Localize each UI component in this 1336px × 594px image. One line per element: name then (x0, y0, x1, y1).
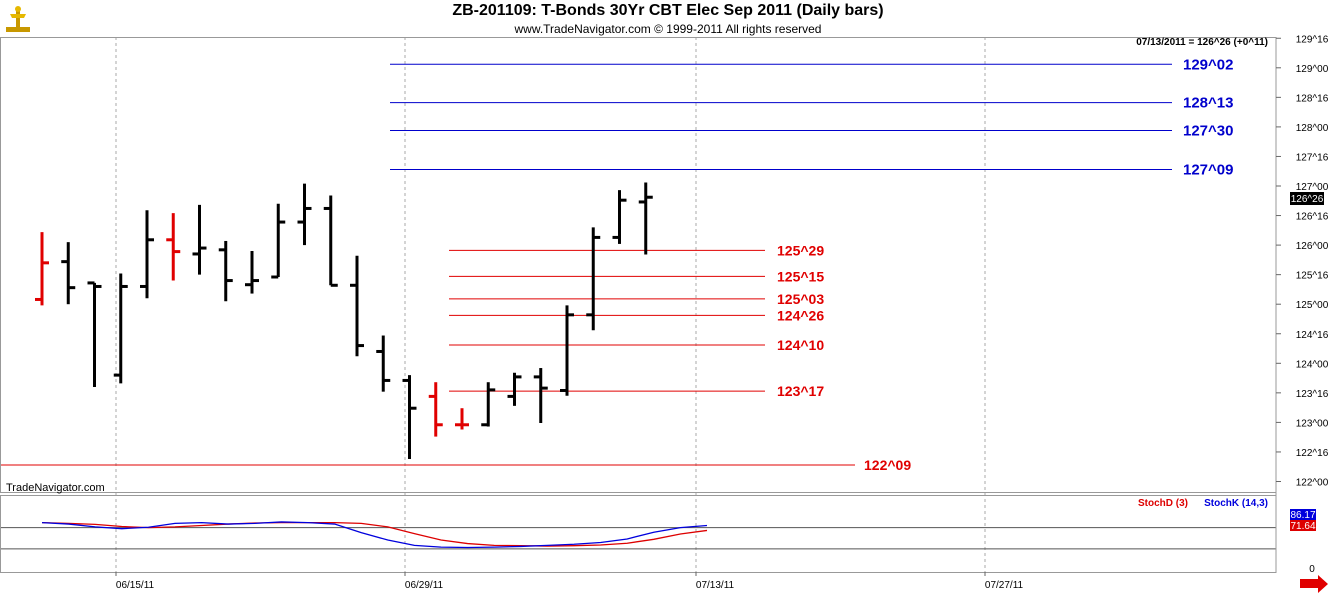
y-tick-label: 124^16 (1296, 330, 1329, 341)
y-tick-label: 129^16 (1296, 34, 1329, 45)
y-tick-label: 129^00 (1296, 64, 1329, 75)
ohlc-bar[interactable] (560, 305, 574, 396)
y-tick-label: 122^00 (1296, 478, 1329, 489)
y-tick-label: 125^16 (1296, 271, 1329, 282)
level-label: 127^09 (1183, 161, 1233, 178)
stoch-legend-d: StochD (3) (1138, 498, 1188, 509)
ohlc-bar[interactable] (507, 372, 522, 406)
stoch-d-value: 71.64 (1290, 521, 1315, 532)
stoch-legend-k: StochK (14,3) (1204, 498, 1268, 509)
ohlc-bar[interactable] (376, 335, 391, 392)
ohlc-bar[interactable] (245, 251, 259, 294)
y-tick-label: 124^00 (1296, 359, 1329, 370)
ohlc-bar[interactable] (638, 182, 653, 255)
copyright-text: www.TradeNavigator.com © 1999-2011 All r… (514, 22, 822, 36)
x-tick-label: 07/13/11 (696, 580, 735, 591)
y-tick-label: 123^16 (1296, 389, 1329, 400)
level-label: 124^10 (777, 337, 824, 353)
stoch-series-line (41, 521, 708, 547)
level-label: 124^26 (777, 307, 824, 323)
ohlc-bar[interactable] (586, 227, 601, 331)
x-tick-label: 06/29/11 (405, 580, 444, 591)
ohlc-bar[interactable] (61, 242, 76, 305)
ohlc-bar[interactable] (218, 240, 233, 302)
x-tick-label: 06/15/11 (116, 580, 155, 591)
y-tick-label: 128^16 (1296, 93, 1329, 104)
ohlc-bar[interactable] (113, 273, 128, 384)
y-tick-label: 128^00 (1296, 123, 1329, 134)
level-label: 129^02 (1183, 56, 1233, 73)
ohlc-bar[interactable] (533, 368, 548, 423)
chart-title: ZB-201109: T-Bonds 30Yr CBT Elec Sep 201… (452, 2, 884, 19)
last-price-label: 126^26 (1291, 194, 1324, 205)
y-tick-label: 126^00 (1296, 241, 1329, 252)
stoch-panel-frame (0, 495, 1277, 573)
stoch-k-value-bg (1290, 509, 1316, 520)
level-label: 122^09 (864, 457, 911, 473)
ohlc-bar[interactable] (35, 232, 49, 306)
tradenavigator-logo-icon[interactable] (4, 4, 32, 34)
level-label: 125^03 (777, 291, 824, 307)
ohlc-bar[interactable] (192, 204, 207, 275)
ohlc-bar[interactable] (271, 203, 286, 279)
x-tick-label: 07/27/11 (985, 580, 1024, 591)
stoch-d-value-bg (1290, 520, 1316, 531)
level-label: 125^15 (777, 268, 824, 284)
level-label: 123^17 (777, 383, 824, 399)
ohlc-bar[interactable] (140, 210, 154, 299)
right-arrow-icon[interactable] (1300, 575, 1328, 593)
y-tick-label: 125^00 (1296, 300, 1329, 311)
y-tick-label: 123^00 (1296, 418, 1329, 429)
ohlc-bar[interactable] (402, 375, 417, 460)
stoch-series-line (41, 521, 708, 549)
ohlc-bar[interactable] (166, 213, 181, 281)
ohlc-bar[interactable] (612, 190, 627, 244)
level-label: 125^29 (777, 242, 824, 258)
y-tick-label: 126^16 (1296, 212, 1329, 223)
level-label: 127^30 (1183, 122, 1233, 139)
ohlc-bar[interactable] (455, 408, 469, 430)
ohlc-bar[interactable] (87, 281, 102, 387)
ohlc-bar[interactable] (350, 255, 364, 357)
y-tick-label: 122^16 (1296, 448, 1329, 459)
level-label: 128^13 (1183, 95, 1233, 112)
ohlc-bar[interactable] (428, 382, 443, 437)
watermark-text: TradeNavigator.com (6, 482, 105, 494)
stoch-y-tick-label: 0 (1309, 564, 1315, 575)
chart-header: ZB-201109: T-Bonds 30Yr CBT Elec Sep 201… (0, 0, 1336, 38)
y-tick-label: 127^00 (1296, 182, 1329, 193)
stoch-k-value: 86.17 (1290, 510, 1315, 521)
last-price-tag: 126^26 (1290, 192, 1324, 205)
ohlc-bar[interactable] (481, 382, 496, 427)
price-panel-frame (0, 37, 1277, 493)
ohlc-bar[interactable] (323, 195, 338, 287)
ohlc-bar[interactable] (297, 183, 312, 246)
y-tick-label: 127^16 (1296, 152, 1329, 163)
price-readout: 07/13/2011 = 126^26 (+0^11) (1136, 37, 1268, 48)
